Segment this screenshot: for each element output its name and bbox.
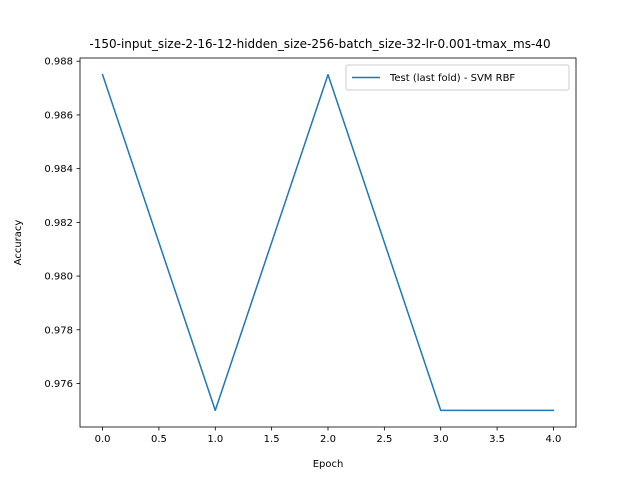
legend-series-label: Test (last fold) - SVM RBF: [389, 73, 515, 84]
x-axis-ticks: 0.0 0.5 1.0 1.5 2.0 2.5 3.0 3.5 4.0: [95, 427, 562, 445]
y-tick-label: 0.978: [44, 325, 73, 336]
x-tick-label: 4.0: [546, 434, 562, 445]
y-tick-label: 0.984: [44, 164, 73, 175]
x-tick-label: 0.5: [151, 434, 167, 445]
legend: Test (last fold) - SVM RBF: [345, 64, 570, 91]
series-layer: [101, 73, 555, 412]
y-axis-ticks: 0.976 0.978 0.980 0.982 0.984 0.986 0.988: [44, 57, 80, 390]
y-axis-label: Accuracy: [13, 220, 24, 266]
legend-box: [345, 64, 570, 91]
x-tick-label: 3.0: [433, 434, 449, 445]
y-tick-label: 0.982: [44, 218, 73, 229]
x-tick-label: 2.5: [376, 434, 392, 445]
x-tick-label: 3.5: [489, 434, 505, 445]
plot-area-frame: [79, 57, 577, 428]
x-tick-label: 2.0: [320, 434, 336, 445]
x-tick-label: 0.0: [95, 434, 111, 445]
y-tick-label: 0.988: [44, 57, 73, 68]
x-tick-label: 1.5: [264, 434, 280, 445]
series-line: [101, 73, 555, 412]
y-tick-label: 0.986: [44, 110, 73, 121]
y-tick-label: 0.980: [44, 272, 73, 283]
x-axis-label: Epoch: [313, 459, 344, 470]
chart-title: -150-input_size-2-16-12-hidden_size-256-…: [89, 37, 550, 51]
x-tick-label: 1.0: [207, 434, 223, 445]
y-tick-label: 0.976: [44, 379, 73, 390]
